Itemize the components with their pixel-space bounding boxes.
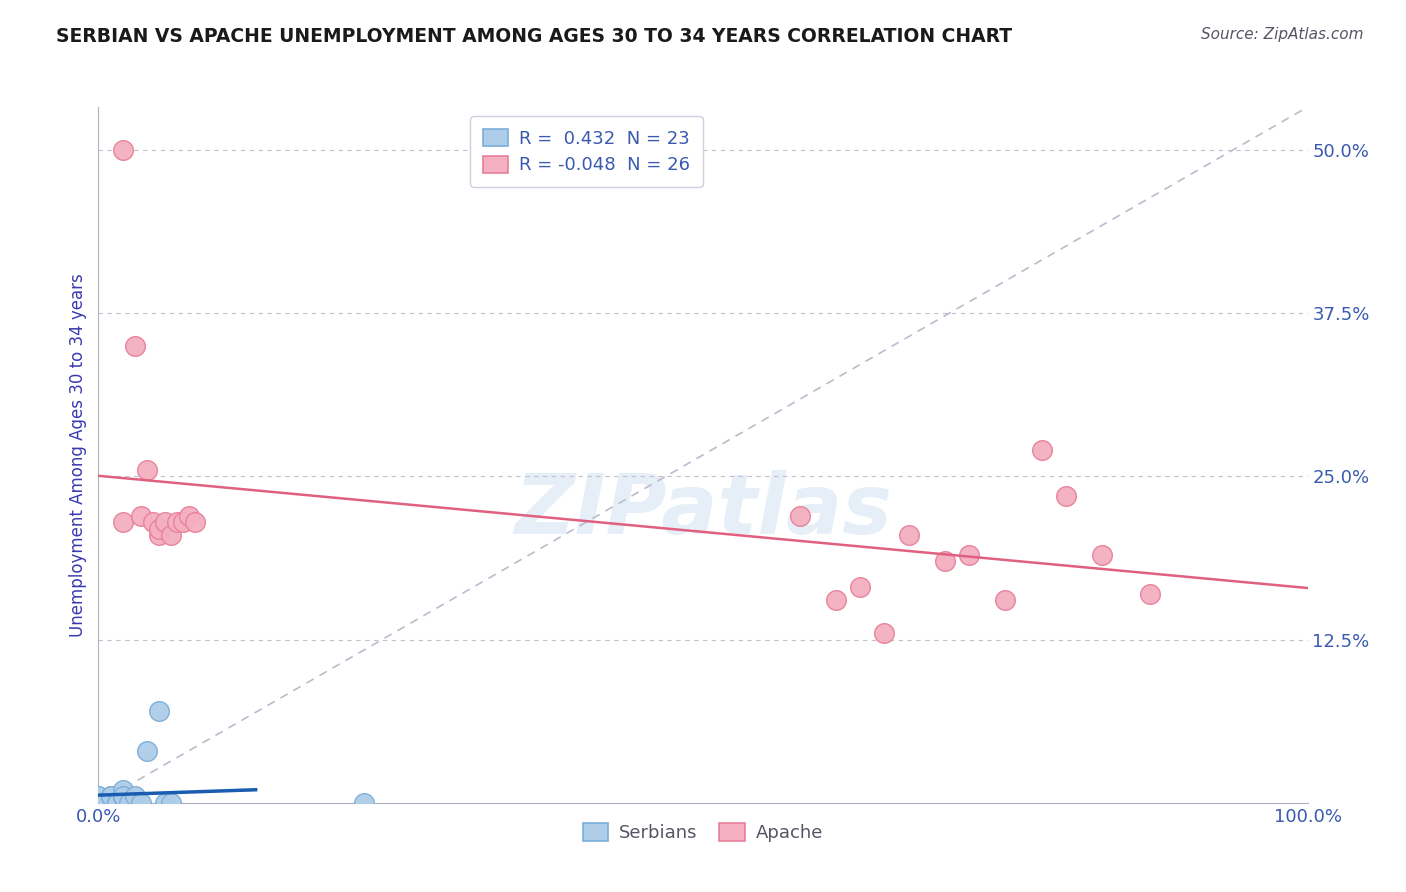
Legend: Serbians, Apache: Serbians, Apache: [576, 816, 830, 849]
Point: [111, 782, 134, 797]
Point: [142, 515, 165, 529]
Point: [353, 796, 375, 810]
Point: [825, 593, 848, 607]
Point: [129, 796, 152, 810]
Y-axis label: Unemployment Among Ages 30 to 34 years: Unemployment Among Ages 30 to 34 years: [69, 273, 87, 637]
Point: [172, 515, 194, 529]
Point: [124, 789, 146, 804]
Point: [87, 796, 110, 810]
Point: [135, 463, 157, 477]
Point: [93, 796, 115, 810]
Point: [160, 528, 183, 542]
Text: SERBIAN VS APACHE UNEMPLOYMENT AMONG AGES 30 TO 34 YEARS CORRELATION CHART: SERBIAN VS APACHE UNEMPLOYMENT AMONG AGE…: [56, 27, 1012, 45]
Point: [148, 522, 170, 536]
Point: [179, 508, 201, 523]
Point: [87, 796, 110, 810]
Point: [148, 705, 170, 719]
Point: [166, 515, 188, 529]
Point: [934, 554, 956, 568]
Point: [105, 796, 128, 810]
Point: [87, 789, 110, 804]
Text: Source: ZipAtlas.com: Source: ZipAtlas.com: [1201, 27, 1364, 42]
Point: [957, 548, 980, 562]
Text: ZIPatlas: ZIPatlas: [515, 470, 891, 551]
Point: [111, 789, 134, 804]
Point: [148, 528, 170, 542]
Point: [87, 796, 110, 810]
Point: [105, 796, 128, 810]
Point: [129, 508, 152, 523]
Point: [100, 789, 122, 804]
Point: [93, 796, 115, 810]
Point: [897, 528, 920, 542]
Point: [153, 796, 176, 810]
Point: [124, 339, 146, 353]
Point: [100, 789, 122, 804]
Point: [1091, 548, 1114, 562]
Point: [873, 626, 896, 640]
Point: [153, 515, 176, 529]
Point: [994, 593, 1017, 607]
Point: [184, 515, 207, 529]
Point: [87, 796, 110, 810]
Point: [160, 796, 183, 810]
Point: [118, 796, 141, 810]
Point: [1031, 443, 1053, 458]
Point: [1054, 489, 1077, 503]
Point: [111, 789, 134, 804]
Point: [1139, 587, 1161, 601]
Point: [789, 508, 811, 523]
Point: [111, 143, 134, 157]
Point: [849, 581, 872, 595]
Point: [135, 743, 157, 757]
Point: [87, 789, 110, 804]
Point: [111, 515, 134, 529]
